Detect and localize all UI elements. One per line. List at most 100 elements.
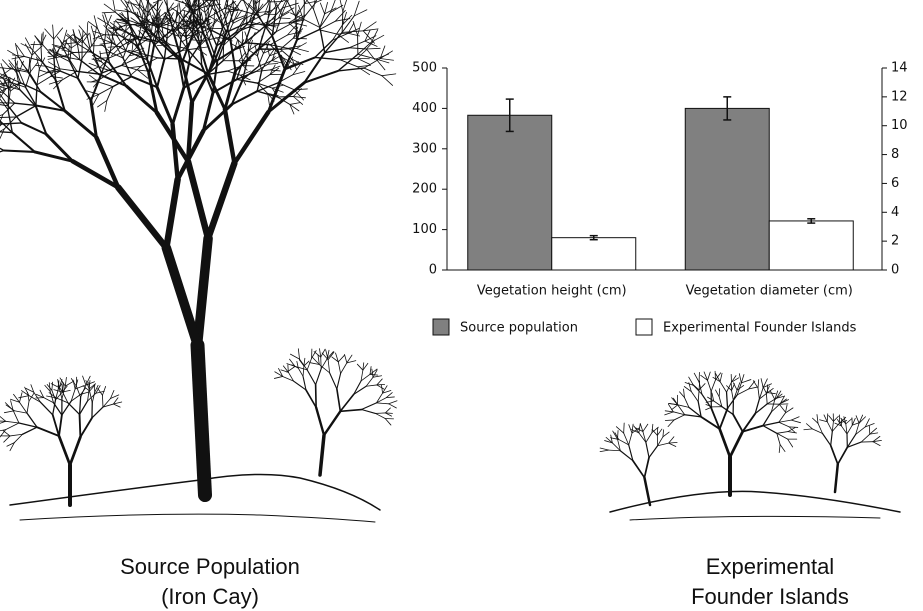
branch <box>736 382 742 396</box>
branch <box>207 24 218 47</box>
branch <box>153 30 172 46</box>
branch <box>719 372 723 383</box>
y2-tick-label: 12 <box>891 89 908 104</box>
branch <box>754 403 768 415</box>
branch <box>129 1 140 11</box>
branch <box>381 384 384 394</box>
branch <box>225 28 241 40</box>
branch <box>643 456 650 479</box>
branch <box>282 365 289 373</box>
branch <box>242 0 248 10</box>
branch <box>371 29 379 43</box>
branch <box>286 61 300 69</box>
branch <box>0 128 5 132</box>
branch <box>633 425 640 434</box>
branch <box>0 420 7 424</box>
branch <box>162 21 175 27</box>
branch <box>130 3 136 15</box>
branch <box>872 440 882 443</box>
branch <box>836 446 849 465</box>
branch <box>376 378 383 386</box>
branch <box>141 12 152 23</box>
branch <box>710 407 721 430</box>
branch <box>100 50 112 74</box>
branch <box>339 393 355 413</box>
branch <box>762 383 772 388</box>
branch <box>255 63 269 73</box>
branch <box>256 74 271 84</box>
branch <box>376 402 390 405</box>
branch <box>347 22 355 34</box>
branch <box>202 17 207 29</box>
branch <box>51 413 60 437</box>
branch <box>112 397 119 405</box>
branch <box>319 2 326 15</box>
branch <box>313 0 316 10</box>
branch <box>388 403 397 409</box>
ground <box>9 473 381 511</box>
branch <box>19 89 37 107</box>
branch <box>118 13 130 24</box>
branch <box>779 444 786 452</box>
branch <box>186 48 203 67</box>
branch <box>282 57 292 71</box>
branch <box>645 441 650 459</box>
branch <box>108 62 128 88</box>
branch <box>193 0 208 13</box>
branch <box>86 90 100 95</box>
branch <box>715 389 720 398</box>
branch <box>376 392 384 404</box>
branch <box>668 442 677 447</box>
branch <box>112 0 116 13</box>
branch <box>216 25 224 47</box>
branch <box>366 48 376 61</box>
branch <box>638 432 647 443</box>
branch <box>692 383 700 391</box>
branch <box>76 77 92 102</box>
branch <box>61 55 81 61</box>
branch <box>207 0 215 18</box>
branch <box>10 400 14 411</box>
branch <box>264 17 279 29</box>
branch <box>257 30 277 50</box>
branch <box>0 75 6 79</box>
branch <box>196 46 208 49</box>
branch <box>271 87 279 99</box>
branch <box>225 21 250 33</box>
branch <box>599 447 610 451</box>
branch <box>104 100 108 112</box>
branch <box>288 22 301 34</box>
branch <box>222 49 235 62</box>
branch <box>339 57 358 61</box>
branch <box>710 379 716 392</box>
branch <box>758 387 764 400</box>
branch <box>382 385 388 394</box>
branch <box>263 48 274 54</box>
branch <box>326 349 330 360</box>
branch <box>125 50 148 61</box>
branch <box>0 429 7 438</box>
branch <box>39 401 54 416</box>
branch <box>33 150 75 163</box>
branch <box>124 0 133 13</box>
y2-tick-label: 8 <box>891 147 899 162</box>
branch <box>376 397 387 404</box>
branch <box>103 24 114 36</box>
branch <box>309 362 320 365</box>
branch <box>16 72 21 91</box>
branch <box>110 389 115 399</box>
branch <box>166 27 180 39</box>
legend-label: Source population <box>460 321 578 336</box>
branch <box>234 39 239 51</box>
branch <box>259 48 272 50</box>
branch <box>180 60 194 105</box>
branch <box>0 114 4 116</box>
branch <box>51 381 54 391</box>
branch <box>138 5 150 23</box>
branch <box>161 243 203 350</box>
branch <box>269 0 273 3</box>
branch <box>664 419 675 421</box>
branch <box>220 11 228 24</box>
branch <box>57 434 72 467</box>
branch <box>651 429 658 436</box>
